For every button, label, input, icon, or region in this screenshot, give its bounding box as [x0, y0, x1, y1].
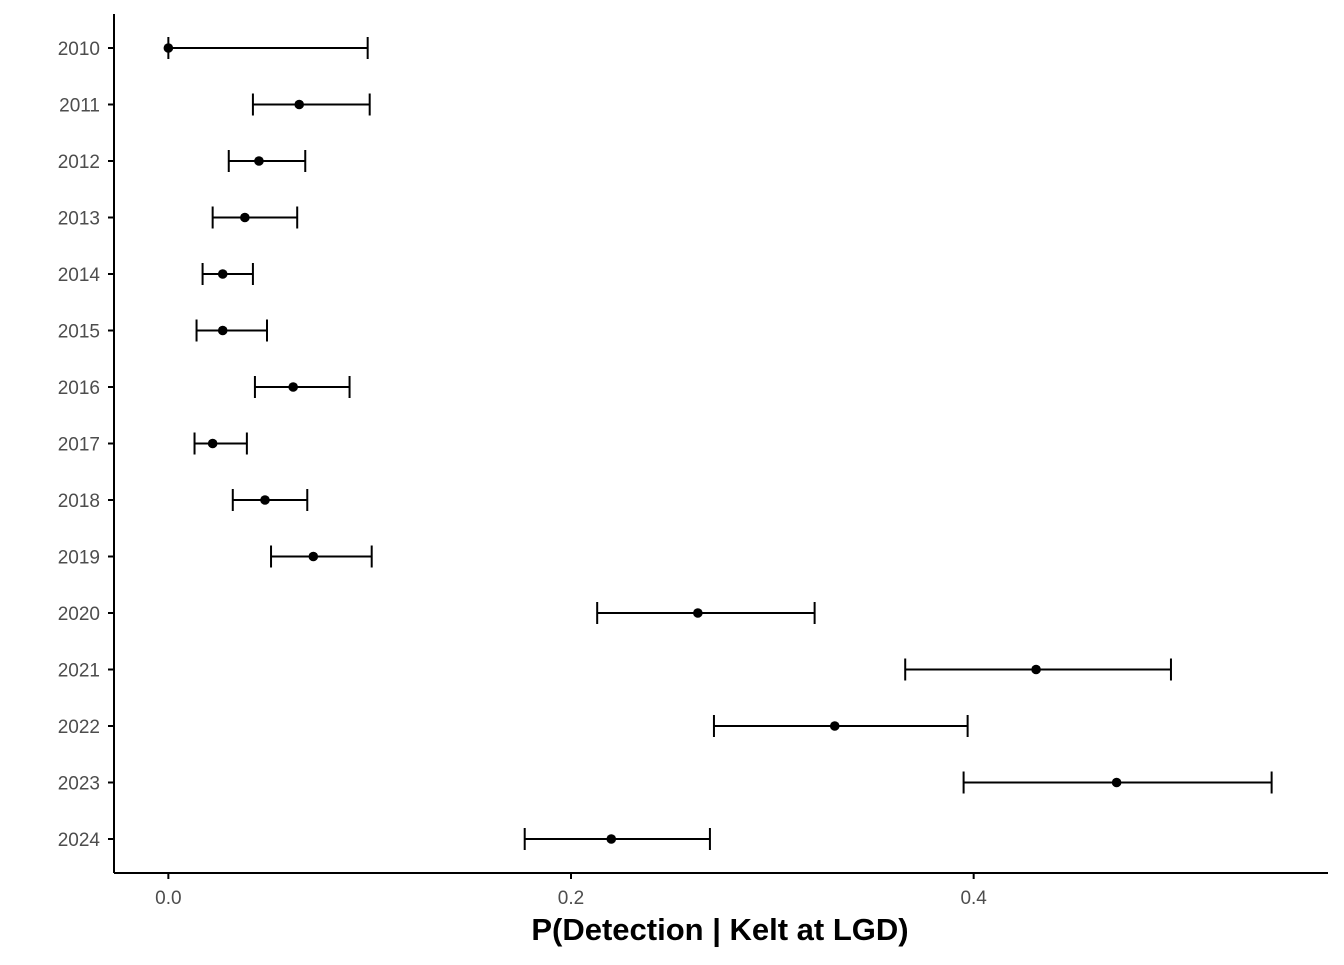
error-bar-group	[904, 658, 1172, 681]
estimate-point	[294, 99, 305, 110]
error-bar-group	[193, 432, 248, 455]
error-bar-group	[523, 828, 711, 850]
error-bar-group	[227, 150, 307, 172]
y-tick-label: 2013	[58, 209, 100, 230]
error-bar-group	[596, 602, 816, 624]
axes-layer: 0.0 0.2 0.4 2010 2011 2012 2013 2014 2015 2016 201…	[58, 14, 1328, 909]
y-tick-label: 2022	[58, 717, 100, 738]
estimate-point	[217, 269, 228, 279]
error-bar-group	[712, 715, 969, 737]
estimate-point	[163, 43, 174, 53]
estimate-point	[693, 608, 703, 618]
estimate-point	[308, 551, 319, 562]
error-bar-group	[251, 93, 371, 116]
estimate-point	[1031, 664, 1041, 675]
x-tick-label: 0.4	[960, 888, 987, 909]
y-tick-label: 2023	[58, 774, 100, 795]
y-tick-label: 2017	[58, 435, 100, 456]
estimate-point	[829, 721, 840, 731]
error-bar-group	[211, 206, 299, 229]
error-bar-group	[231, 489, 309, 511]
y-tick-label: 2020	[58, 604, 100, 625]
estimate-point	[207, 438, 218, 449]
marks-layer	[163, 37, 1273, 850]
y-tick-label: 2015	[58, 322, 100, 343]
estimate-point	[1111, 777, 1122, 788]
estimate-point	[217, 325, 228, 336]
estimate-point	[288, 382, 298, 392]
estimate-point	[260, 495, 270, 505]
y-tick-label: 2024	[58, 830, 101, 851]
error-bar-group	[270, 545, 373, 568]
error-bar-group	[201, 263, 254, 285]
y-tick-label: 2012	[58, 152, 100, 173]
estimate-point	[240, 212, 250, 223]
x-tick-label: 0.0	[155, 888, 181, 909]
y-tick-label: 2014	[58, 265, 101, 286]
x-axis-title: P(Detection | Kelt at LGD)	[531, 912, 908, 947]
error-bar-group	[253, 376, 351, 398]
y-tick-label: 2010	[58, 39, 100, 60]
error-bar-group	[195, 319, 269, 342]
y-tick-label: 2011	[59, 96, 100, 117]
y-tick-label: 2018	[58, 491, 100, 512]
estimate-point	[606, 834, 617, 844]
y-tick-label: 2016	[58, 378, 100, 399]
y-tick-label: 2019	[58, 548, 100, 569]
error-bar-group	[163, 37, 369, 59]
error-bar-group	[962, 771, 1273, 794]
y-tick-label: 2021	[58, 661, 100, 682]
x-tick-label: 0.2	[558, 888, 584, 909]
estimate-point	[254, 156, 264, 166]
